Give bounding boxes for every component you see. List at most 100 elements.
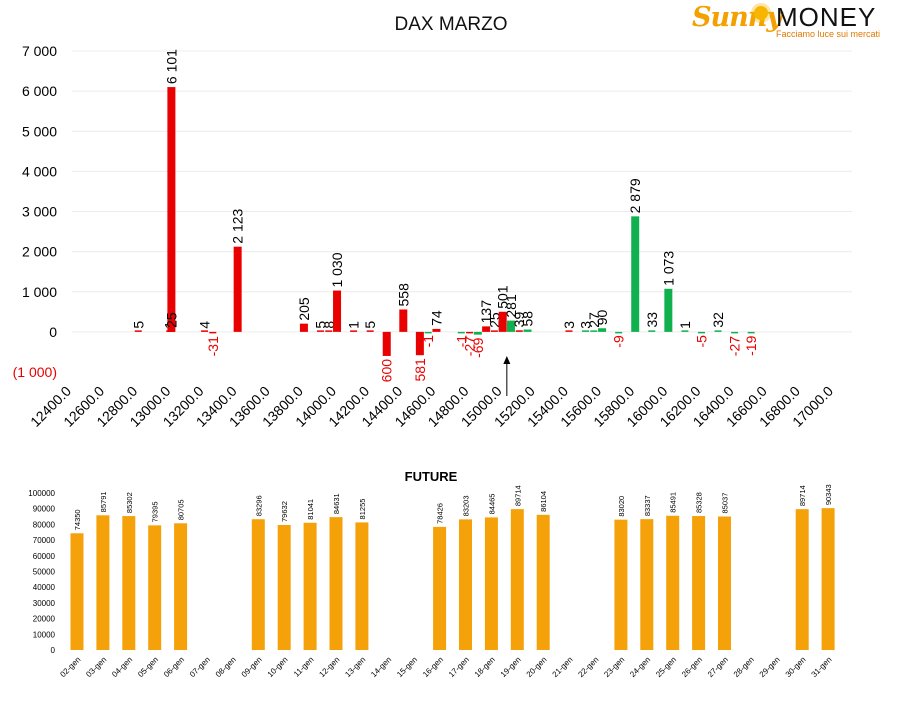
- bar: [299, 323, 308, 332]
- y-tick-label: 1 000: [22, 284, 57, 300]
- bar: [251, 519, 265, 650]
- bar: [536, 514, 550, 650]
- bar: [498, 311, 507, 332]
- bar-value-label: -9: [611, 335, 627, 348]
- bar: [457, 331, 465, 334]
- bar: [148, 525, 162, 650]
- bar: [640, 519, 654, 650]
- x-tick-label: 31-gen: [810, 655, 834, 679]
- x-tick-label: 12-gen: [317, 655, 341, 679]
- y-tick-label: (1 000): [13, 364, 57, 380]
- bar-value-label: 6 101: [163, 49, 179, 84]
- x-tick-label: 11-gen: [292, 655, 316, 679]
- bar-value-label: 85302: [125, 492, 134, 513]
- bar: [277, 524, 291, 650]
- y-tick-label: 100000: [28, 489, 55, 498]
- bar-value-label: 86104: [539, 491, 548, 512]
- bar: [490, 330, 498, 332]
- bar-value-label: -27: [462, 336, 478, 356]
- bar: [565, 330, 573, 332]
- y-tick-label: 2 000: [22, 244, 57, 260]
- bar-value-label: -19: [743, 335, 759, 355]
- bar-value-label: 2 123: [230, 208, 246, 243]
- bar: [590, 330, 598, 332]
- bar: [466, 331, 474, 334]
- bar: [325, 330, 333, 332]
- bar-value-label: -69: [470, 337, 486, 357]
- bar: [433, 526, 447, 650]
- bar: [664, 288, 673, 332]
- x-tick-label: 27-gen: [706, 655, 730, 679]
- bar-value-label: 74350: [73, 509, 82, 530]
- bar: [506, 320, 515, 332]
- bar: [681, 330, 689, 332]
- x-tick-label: 07-gen: [188, 655, 212, 679]
- bar-value-label: 85491: [669, 492, 678, 513]
- x-tick-label: 13-gen: [343, 655, 367, 679]
- bar-value-label: 1: [346, 321, 362, 329]
- y-tick-label: 30000: [33, 599, 56, 608]
- bar: [355, 522, 369, 650]
- bar: [523, 329, 532, 332]
- y-tick-label: 20000: [33, 615, 56, 624]
- bar-value-label: 83020: [617, 496, 626, 517]
- bar: [174, 523, 188, 650]
- bar: [615, 331, 623, 334]
- bar: [70, 533, 84, 650]
- bar: [731, 331, 739, 334]
- bar-value-label: 1 030: [329, 252, 345, 287]
- bar: [424, 331, 432, 334]
- bar-value-label: 89714: [513, 485, 522, 506]
- chart-title-dax-marzo: DAX MARZO: [394, 14, 508, 35]
- bar-value-label: 281: [503, 294, 519, 318]
- y-tick-label: 60000: [33, 552, 56, 561]
- x-tick-label: 23-gen: [602, 655, 626, 679]
- bar: [415, 331, 424, 356]
- x-tick-label: 06-gen: [162, 655, 186, 679]
- bar: [598, 328, 607, 332]
- bar: [484, 517, 498, 650]
- bar: [134, 330, 142, 332]
- bar: [697, 331, 705, 334]
- bar: [329, 517, 343, 650]
- bar: [631, 216, 640, 332]
- bar-value-label: 32: [710, 312, 726, 328]
- bar-value-label: 2 879: [627, 178, 643, 213]
- x-tick-label: 25-gen: [654, 655, 678, 679]
- bar: [614, 519, 628, 650]
- x-tick-label: 18-gen: [473, 655, 497, 679]
- x-tick-label: 21-gen: [551, 655, 575, 679]
- x-tick-label: 17-gen: [447, 655, 471, 679]
- y-tick-label: 70000: [33, 536, 56, 545]
- y-tick-label: 50000: [33, 568, 56, 577]
- bar: [303, 522, 317, 650]
- bar: [209, 331, 217, 334]
- x-tick-label: 15-gen: [395, 655, 419, 679]
- bar-value-label: 84631: [332, 493, 341, 514]
- x-tick-label: 10-gen: [266, 655, 290, 679]
- logo-tagline: Facciamo luce sui mercati: [776, 29, 881, 39]
- bar: [821, 508, 835, 650]
- bar-value-label: 90343: [824, 484, 833, 505]
- bar-value-label: -31: [205, 336, 221, 356]
- x-tick-label: 29-gen: [758, 655, 782, 679]
- bar: [582, 330, 590, 332]
- x-tick-label: 16-gen: [421, 655, 445, 679]
- bar-value-label: 85328: [695, 492, 704, 513]
- bar-value-label: 78426: [436, 503, 445, 524]
- x-tick-label: 30-gen: [784, 655, 808, 679]
- bar-value-label: 501: [495, 285, 511, 309]
- bar: [718, 516, 731, 650]
- bar: [333, 290, 342, 332]
- bar: [714, 330, 722, 332]
- y-tick-label: 10000: [33, 630, 56, 639]
- bar-value-label: 89714: [798, 485, 807, 506]
- bar: [482, 326, 491, 332]
- bar-value-label: 79395: [151, 501, 160, 522]
- sunny-money-logo: Sunny MONEY Facciamo luce sui mercati: [688, 2, 898, 40]
- bar: [382, 331, 391, 356]
- price-marker-arrowhead: [503, 356, 511, 364]
- x-tick-label: 08-gen: [214, 655, 238, 679]
- bar-value-label: 83296: [254, 495, 263, 516]
- bar-value-label: 25: [486, 312, 502, 328]
